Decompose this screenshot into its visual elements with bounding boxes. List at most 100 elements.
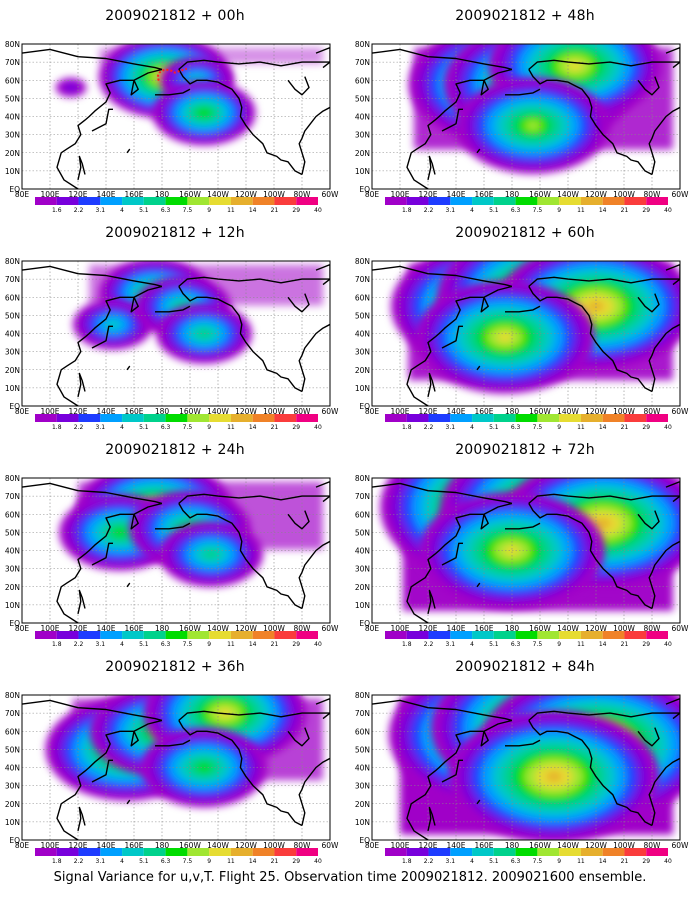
map-gridlines (372, 478, 680, 623)
colorbar-label: 5.1 (139, 641, 149, 648)
colorbar-swatch (274, 848, 297, 856)
y-tick-label: 80N (5, 40, 20, 49)
colorbar-swatch (35, 631, 57, 639)
y-tick-label: 30N (355, 131, 370, 140)
x-tick-label: 100E (40, 407, 59, 416)
x-tick-label: 120E (68, 841, 87, 850)
x-tick-label: 100W (263, 624, 285, 633)
colorbar-swatch (385, 631, 407, 639)
y-tick-label: 80N (5, 474, 20, 483)
x-tick-label: 140E (446, 407, 465, 416)
colorbar-swatch (209, 197, 231, 205)
colorbar-label: 2.2 (424, 207, 434, 214)
colorbar-label: 5.1 (489, 207, 499, 214)
colorbar-label: 3.1 (446, 858, 456, 865)
colorbar-label: 5.1 (489, 641, 499, 648)
y-tick-label: 40N (5, 113, 20, 122)
colorbar-label: 9 (557, 641, 561, 648)
colorbar-label: 9 (557, 424, 561, 431)
colorbar-label: 21 (621, 207, 629, 214)
colorbar-swatch (450, 197, 473, 205)
variance-blob (448, 710, 660, 840)
colorbar-label: 6.3 (161, 424, 171, 431)
coastlines (372, 480, 680, 623)
y-tick-label: 30N (355, 348, 370, 357)
colorbar-label: 2.2 (424, 858, 434, 865)
colorbar-swatch (252, 848, 275, 856)
colorbar-swatch (624, 414, 647, 422)
coastlines (22, 697, 330, 840)
colorbar-label: 7.5 (533, 858, 543, 865)
colorbar-label: 7.5 (183, 424, 193, 431)
x-tick-label: 120E (68, 624, 87, 633)
colorbar-swatch (515, 414, 538, 422)
x-tick-label: 160W (179, 407, 201, 416)
colorbar-swatch (472, 631, 494, 639)
colorbar-swatch (122, 631, 144, 639)
x-tick-label: 120W (585, 624, 607, 633)
colorbar-swatch (35, 414, 57, 422)
x-tick-label: 160W (529, 407, 551, 416)
colorbar-label: 29 (642, 858, 650, 865)
colorbar-swatch (624, 848, 647, 856)
map-frame (21, 694, 331, 841)
map-gridlines (372, 695, 680, 840)
y-tick-label: 20N (5, 149, 20, 158)
x-tick-label: 100E (40, 841, 59, 850)
y-tick-label: 60N (355, 727, 370, 736)
y-tick-label: 60N (355, 293, 370, 302)
colorbar-swatch (406, 848, 429, 856)
colorbar-label: 2.2 (74, 424, 84, 431)
colorbar-label: 29 (642, 641, 650, 648)
x-tick-label: 80E (365, 841, 380, 850)
colorbar-label: 11 (577, 858, 585, 865)
colorbar-label: 11 (227, 641, 235, 648)
colorbar-swatch (450, 414, 473, 422)
colorbar-label: 9 (207, 424, 211, 431)
forecast-panel: 2009021812 + 24h 80E 100E 120E 140E 160E 180 16… (0, 434, 350, 654)
colorbar-label: 14 (249, 424, 257, 431)
colorbar-swatch (143, 414, 166, 422)
colorbar-swatch (602, 848, 625, 856)
x-tick-label: 100E (390, 624, 409, 633)
colorbar-swatch (537, 631, 560, 639)
colorbar-swatch (646, 414, 668, 422)
colorbar-swatch (428, 631, 451, 639)
colorbar-swatch (100, 414, 123, 422)
x-tick-label: 80W (294, 190, 312, 199)
y-tick-label: 40N (355, 330, 370, 339)
colorbar-swatch (296, 414, 318, 422)
y-tick-label: 70N (5, 58, 20, 67)
colorbar-swatch (646, 197, 668, 205)
x-tick-label: 120E (68, 190, 87, 199)
colorbar-swatch (209, 414, 231, 422)
y-tick-label: 70N (5, 275, 20, 284)
y-tick-label: EQ (359, 836, 370, 845)
x-tick-label: 140E (446, 624, 465, 633)
colorbar-swatch (493, 414, 516, 422)
map-frame (21, 260, 331, 407)
colorbar-swatch (143, 197, 166, 205)
colorbar-label: 21 (271, 424, 279, 431)
map-plot: 80E 100E 120E 140E 160E 180 160W 140W 120W 100W 80… (5, 691, 340, 865)
colorbar-label: 40 (664, 641, 672, 648)
colorbar-swatch (187, 631, 210, 639)
x-tick-label: 60W (322, 841, 340, 850)
y-tick-label: 30N (355, 565, 370, 574)
colorbar-label: 6.3 (511, 424, 521, 431)
y-tick-label: 30N (5, 348, 20, 357)
x-tick-label: 80W (644, 407, 662, 416)
colorbar-label: 1.8 (402, 858, 412, 865)
colorbar-label: 7.5 (183, 641, 193, 648)
colorbar-swatch (274, 631, 297, 639)
colorbar-label: 11 (227, 207, 235, 214)
x-tick-label: 120W (235, 624, 257, 633)
x-tick-label: 160E (124, 841, 143, 850)
x-tick-label: 180 (505, 624, 520, 633)
variance-blob (456, 77, 610, 174)
colorbar-label: 6.3 (161, 641, 171, 648)
colorbar-label: 11 (227, 858, 235, 865)
panel-title: 2009021812 + 48h (455, 8, 595, 24)
colorbar-swatch (580, 848, 603, 856)
x-tick-label: 60W (672, 841, 690, 850)
